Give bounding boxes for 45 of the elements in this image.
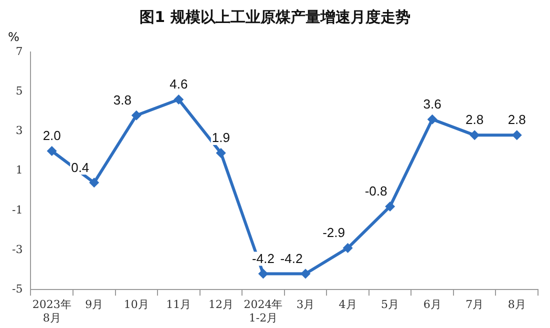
point [89, 178, 100, 188]
x-tick-label: 2024年 1-2月 [244, 298, 283, 324]
y-tick-label: -5 [12, 282, 23, 296]
point [512, 130, 522, 140]
data-label: 2.0 [42, 128, 61, 144]
data-label: 0.4 [71, 160, 90, 175]
y-tick-label: -3 [12, 242, 23, 256]
data-label: 4.6 [170, 76, 188, 92]
x-tick-label: 10月 [124, 298, 149, 312]
x-tick-label: 8月 [508, 298, 526, 312]
point [385, 201, 396, 212]
x-tick-label: 6月 [423, 298, 442, 312]
x-tick-label: 3月 [296, 298, 314, 312]
data-label: 3.6 [423, 96, 442, 112]
y-tick-label: 5 [16, 84, 23, 98]
point [174, 94, 184, 105]
data-label: -4.2 [252, 250, 274, 266]
y-tick-label: 7 [16, 44, 23, 58]
x-tick-label: 12月 [208, 298, 234, 312]
point [258, 268, 268, 279]
y-axis-title: % [8, 30, 20, 44]
point [216, 148, 226, 158]
y-tick-label: -1 [12, 203, 23, 216]
data-label: 2.8 [466, 112, 484, 128]
data-label: 3.8 [113, 92, 132, 108]
data-label: -4.2 [280, 250, 303, 266]
y-tick-label: 1 [16, 164, 23, 177]
data-label: -2.9 [322, 225, 345, 240]
point [342, 243, 353, 254]
x-tick-label: 4月 [338, 298, 357, 312]
data-label: -0.8 [364, 184, 388, 199]
point [427, 114, 438, 124]
x-tick-label: 5月 [381, 298, 400, 312]
chart-title: 图1 规模以上工业原煤产量增速月度走势 [138, 7, 412, 28]
x-tick-label: 9月 [85, 298, 104, 312]
point [46, 146, 57, 156]
y-tick-label: 3 [16, 124, 23, 138]
x-tick-label: 11月 [166, 298, 192, 312]
point [470, 130, 480, 140]
point [300, 268, 310, 279]
x-tick-label: 2023年 8月 [32, 298, 72, 324]
data-label: 2.8 [508, 112, 526, 128]
data-label: 1.9 [212, 130, 230, 146]
point [131, 110, 142, 120]
x-tick-label: 7月 [466, 298, 484, 312]
